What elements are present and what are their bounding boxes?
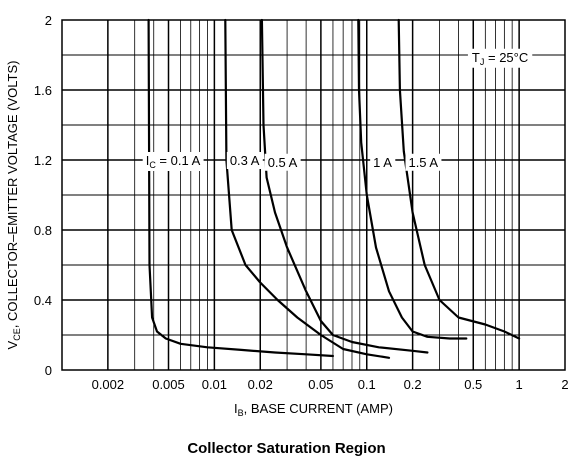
- x-tick-label: 2: [561, 377, 568, 392]
- series-label-text: 0.3 A: [230, 153, 260, 168]
- x-tick-label: 0.05: [308, 377, 333, 392]
- series-curve: [357, 18, 468, 340]
- series-label-bg: [405, 153, 442, 171]
- series-label-text: 1.5 A: [408, 155, 438, 170]
- label-layer: 0.002 0.005 0.01 0.02 0.05 0.1 0.2 0.5 1 2 0 0.4 0.8…: [5, 13, 569, 418]
- temperature-annotation: TJ = 25°C: [467, 48, 533, 68]
- grid-layer: [62, 20, 565, 370]
- series-label-bg: [142, 152, 204, 171]
- x-tick-label: 0.02: [248, 377, 273, 392]
- series-label: IC = 0.1 A: [142, 152, 204, 171]
- curve-layer: [147, 18, 521, 359]
- series-curve: [224, 18, 391, 359]
- series-label: 0.5 A: [264, 153, 301, 171]
- x-tick-label: 1: [516, 377, 523, 392]
- series-label: 1 A: [370, 153, 396, 171]
- x-tick-label: 0.01: [202, 377, 227, 392]
- x-tick-label: 0.1: [358, 377, 376, 392]
- series-label: 1.5 A: [405, 153, 442, 171]
- annotation-text: TJ = 25°C: [472, 50, 528, 67]
- y-axis-title: VCE, COLLECTOR–EMITTER VOLTAGE (VOLTS): [5, 61, 22, 350]
- series-label-text: IC = 0.1 A: [146, 153, 201, 170]
- series-label-text: 0.5 A: [268, 155, 298, 170]
- plot-frame: [61, 19, 566, 371]
- x-tick-label: 0.005: [152, 377, 185, 392]
- annotation-bg: [467, 48, 533, 68]
- series-curve: [397, 18, 521, 340]
- series-label-bg: [264, 153, 301, 171]
- y-tick-label: 0.8: [34, 223, 52, 238]
- x-tick-label: 0.5: [464, 377, 482, 392]
- x-axis-title: IB, BASE CURRENT (AMP): [234, 401, 393, 418]
- figure-caption: Collector Saturation Region: [187, 440, 386, 457]
- y-tick-label: 0: [45, 363, 52, 378]
- x-tick-label: 0.002: [92, 377, 125, 392]
- y-tick-label: 2: [45, 13, 52, 28]
- y-tick-label: 1.6: [34, 83, 52, 98]
- y-tick-label: 0.4: [34, 293, 52, 308]
- series-curve: [147, 18, 334, 358]
- x-tick-label: 0.2: [404, 377, 422, 392]
- series-label-text: 1 A: [373, 155, 392, 170]
- series-label-bg: [370, 153, 396, 171]
- series-label-bg: [226, 152, 263, 169]
- y-tick-label: 1.2: [34, 153, 52, 168]
- saturation-chart: 0.002 0.005 0.01 0.02 0.05 0.1 0.2 0.5 1 2 0 0.4 0.8…: [5, 13, 569, 418]
- series-label: 0.3 A: [226, 152, 263, 169]
